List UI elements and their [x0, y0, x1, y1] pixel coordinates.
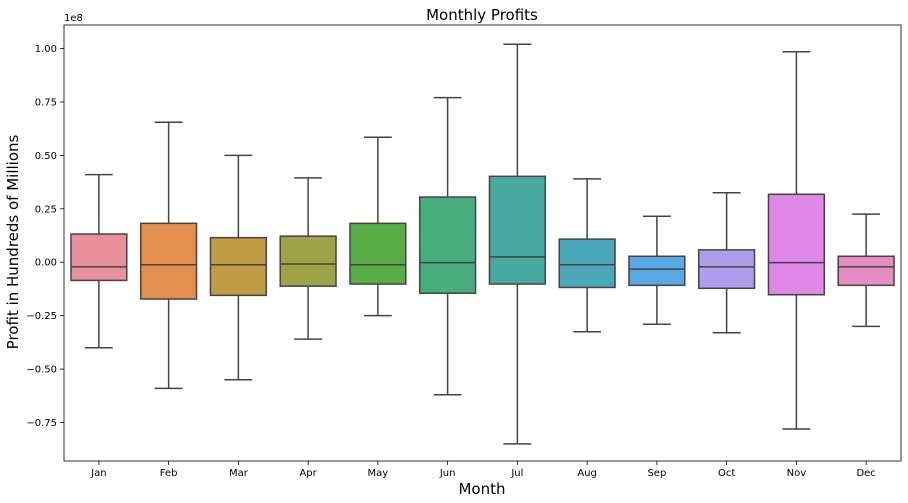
- box-aug: [558, 238, 616, 289]
- x-tick-label: Jun: [439, 468, 456, 479]
- y-tick-label: 0.00: [35, 258, 57, 269]
- box-jul: [488, 175, 547, 285]
- box-apr: [279, 235, 337, 287]
- x-tick-label: Oct: [718, 468, 735, 479]
- x-axis-label: Month: [458, 480, 505, 498]
- plot-area: −0.75 −0.50 −0.25 0.00 0.25 0.50 0.75 1.00 Jan Fe…: [26, 24, 902, 479]
- box-jun: [418, 196, 477, 294]
- y-axis-offset-label: 1e8: [64, 13, 83, 24]
- x-tick-label: Sep: [647, 468, 666, 479]
- y-tick-label: −0.25: [26, 311, 57, 322]
- x-tick-label: Jan: [90, 468, 106, 479]
- x-tick-label: Feb: [160, 468, 178, 479]
- x-tick-label: Mar: [229, 468, 249, 479]
- y-tick-label: 1.00: [35, 44, 57, 55]
- box-feb: [139, 222, 198, 300]
- x-tick-label: Nov: [787, 468, 807, 479]
- box-may: [349, 222, 407, 285]
- y-tick-label: 0.25: [35, 204, 57, 215]
- y-tick-label: −0.75: [26, 418, 57, 429]
- box-nov: [767, 193, 826, 296]
- x-tick-label: Jul: [510, 468, 523, 479]
- y-tick-label: 0.75: [35, 97, 57, 108]
- x-tick-label: Apr: [299, 468, 317, 479]
- box-jan: [70, 233, 128, 282]
- x-tick-label: May: [368, 468, 389, 479]
- y-tick-label: 0.50: [35, 151, 57, 162]
- x-tick-label: Aug: [577, 468, 597, 479]
- box-oct: [697, 249, 756, 290]
- box-sep: [628, 255, 686, 287]
- chart-title: Monthly Profits: [426, 6, 538, 24]
- box-mar: [209, 236, 268, 297]
- y-axis-label: Profit in Hundreds of Millions: [4, 134, 22, 349]
- x-tick-label: Dec: [856, 468, 875, 479]
- y-tick-label: −0.50: [26, 365, 57, 376]
- plot-frame: [63, 24, 902, 462]
- box-dec: [837, 255, 895, 287]
